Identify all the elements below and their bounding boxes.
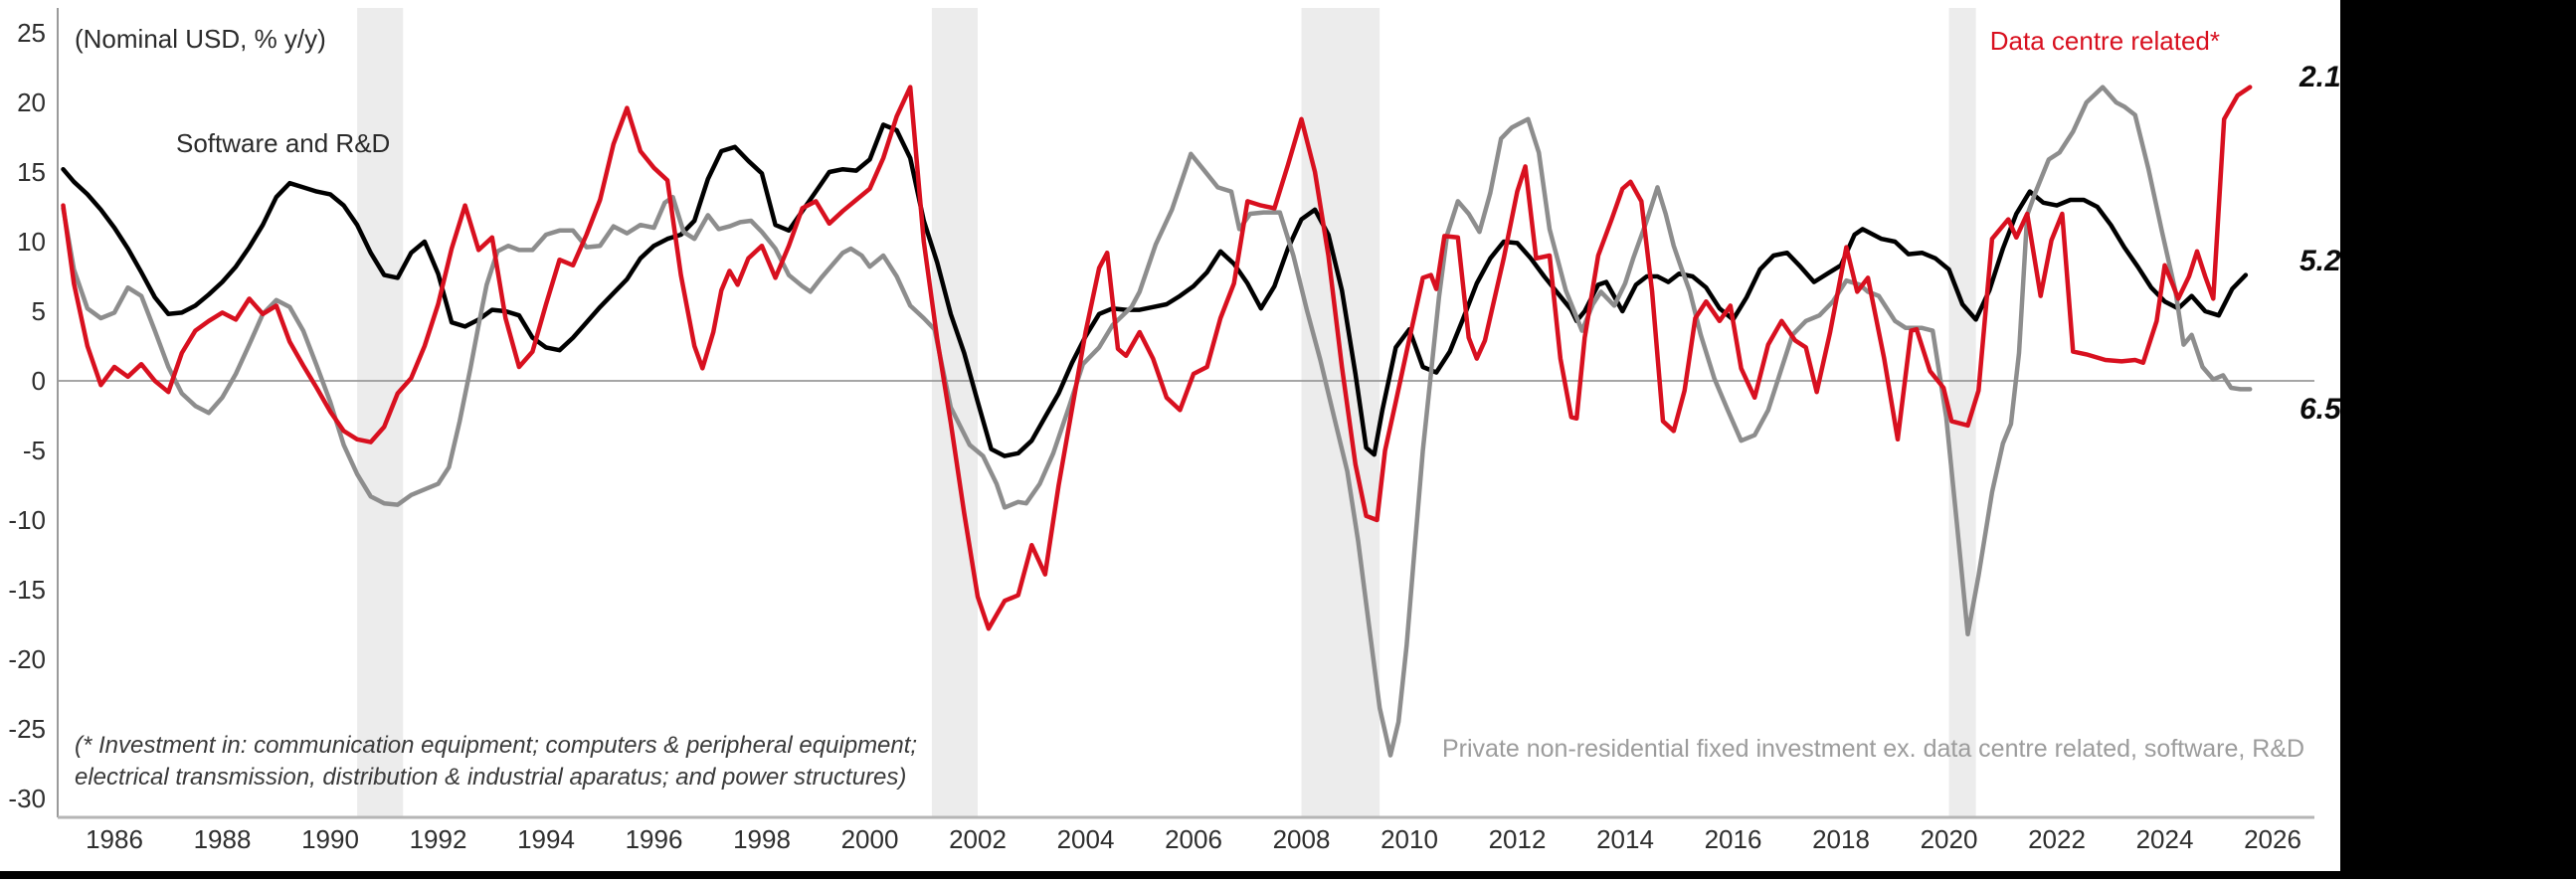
x-tick-label: 2016 — [1705, 824, 1762, 854]
end-value-label-red: 2.1 — [2299, 61, 2341, 93]
x-tick-label: 2022 — [2028, 824, 2086, 854]
recession-band — [357, 8, 404, 817]
series-line — [61, 85, 2253, 631]
end-value-label-black: 5.2 — [2300, 245, 2341, 277]
x-tick-label: 1988 — [194, 824, 252, 854]
recession-bands — [357, 8, 1976, 817]
y-tick-label: 25 — [17, 18, 46, 48]
x-tick-label: 2002 — [949, 824, 1007, 854]
x-tick-label: 1998 — [733, 824, 791, 854]
y-tick-label: 10 — [17, 227, 46, 257]
series-line — [61, 122, 2249, 458]
series-label-data-centre: Data centre related* — [1990, 26, 2220, 56]
series-label-software-rd: Software and R&D — [176, 128, 390, 158]
x-tick-label: 1994 — [517, 824, 575, 854]
x-tick-label: 2010 — [1380, 824, 1438, 854]
unit-annotation: (Nominal USD, % y/y) — [75, 24, 326, 54]
y-tick-label: -5 — [23, 436, 46, 465]
x-tick-label: 2024 — [2136, 824, 2194, 854]
data-series-lines — [61, 85, 2253, 758]
x-tick-label: 2018 — [1812, 824, 1870, 854]
y-tick-label: 0 — [32, 366, 46, 396]
x-tick-label: 2000 — [841, 824, 899, 854]
footnote-line-2: electrical transmission, distribution & … — [75, 764, 906, 791]
footnote-line-1: (* Investment in: communication equipmen… — [75, 732, 917, 759]
x-axis-tick-labels: 1986 1988 1990 1992 1994 1996 1998 2000 2002 2004… — [86, 824, 2301, 854]
y-tick-label: -10 — [8, 505, 46, 535]
y-tick-label: 20 — [17, 88, 46, 117]
bottom-black-bar — [0, 871, 2576, 879]
y-tick-label: 5 — [32, 296, 46, 326]
series-label-private-nonres: Private non-residential fixed investment… — [1442, 735, 2304, 763]
x-tick-label: 1990 — [301, 824, 359, 854]
x-tick-label: 1992 — [410, 824, 467, 854]
y-tick-label: -25 — [8, 714, 46, 744]
x-tick-label: 2006 — [1165, 824, 1222, 854]
x-tick-label: 2020 — [1921, 824, 1978, 854]
x-tick-label: 2004 — [1057, 824, 1115, 854]
y-tick-label: 15 — [17, 157, 46, 187]
y-axis-tick-labels: 25 20 15 10 5 0 -5 -10 -15 -20 -25 -30 — [8, 18, 46, 813]
y-tick-label: -30 — [8, 784, 46, 813]
right-black-bar — [2340, 0, 2576, 879]
recession-band — [1301, 8, 1380, 817]
x-tick-label: 1986 — [86, 824, 143, 854]
end-value-label-gray: 6.5 — [2300, 393, 2342, 426]
x-tick-label: 1996 — [626, 824, 683, 854]
x-tick-label: 2026 — [2244, 824, 2301, 854]
y-tick-label: -20 — [8, 644, 46, 674]
y-tick-label: -15 — [8, 575, 46, 605]
x-tick-label: 2014 — [1596, 824, 1654, 854]
x-tick-label: 2008 — [1273, 824, 1331, 854]
x-tick-label: 2012 — [1489, 824, 1547, 854]
